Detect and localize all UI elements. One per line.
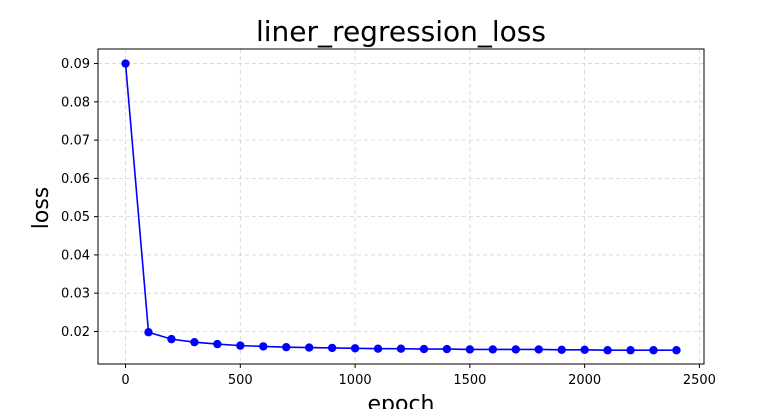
data-point xyxy=(672,346,681,355)
data-point xyxy=(511,345,520,354)
x-tick-label: 500 xyxy=(228,373,253,388)
data-point xyxy=(213,339,222,349)
y-tick-label: 0.06 xyxy=(61,172,90,187)
x-tick-label: 2000 xyxy=(568,373,601,388)
data-point xyxy=(236,341,245,350)
data-point xyxy=(190,337,199,347)
data-point xyxy=(465,345,475,354)
y-tick-label: 0.07 xyxy=(61,134,90,149)
x-tick-label: 0 xyxy=(121,373,129,388)
y-axis-label: loss xyxy=(29,187,54,230)
y-tick-label: 0.08 xyxy=(61,95,90,110)
series-line-group xyxy=(121,59,681,355)
y-tick-label: 0.02 xyxy=(61,325,90,340)
x-tick-label: 1500 xyxy=(453,373,486,388)
data-point xyxy=(419,344,429,354)
x-axis-ticks: 0 500 1000 1500 2000 2500 xyxy=(121,364,716,388)
data-point xyxy=(396,344,406,353)
data-point xyxy=(580,345,589,355)
series-line xyxy=(124,63,677,352)
x-tick-label: 1000 xyxy=(339,373,372,388)
x-tick-label: 2500 xyxy=(683,373,716,388)
data-point xyxy=(144,328,153,337)
data-point xyxy=(259,342,268,351)
data-point xyxy=(534,345,543,354)
data-point xyxy=(626,346,635,355)
data-point xyxy=(350,344,360,353)
grid xyxy=(98,49,704,364)
data-point xyxy=(603,346,612,355)
data-point xyxy=(304,343,314,352)
x-axis-label: epoch xyxy=(368,392,435,409)
data-point xyxy=(121,59,130,68)
data-point xyxy=(488,345,498,354)
plot-area-frame xyxy=(97,48,705,365)
data-point xyxy=(442,344,452,354)
data-point xyxy=(557,345,566,355)
y-tick-label: 0.04 xyxy=(61,248,90,263)
y-axis-ticks: 0.02 0.03 0.04 0.05 0.06 0.07 0.08 0.09 xyxy=(61,57,98,340)
data-point xyxy=(282,342,291,352)
y-tick-label: 0.09 xyxy=(61,57,90,72)
y-tick-label: 0.05 xyxy=(61,210,90,225)
chart-title: liner_regression_loss xyxy=(256,15,546,48)
y-tick-label: 0.03 xyxy=(61,287,90,302)
data-point xyxy=(373,344,383,353)
data-point xyxy=(327,343,337,353)
data-point xyxy=(167,334,176,344)
data-point xyxy=(649,346,658,355)
